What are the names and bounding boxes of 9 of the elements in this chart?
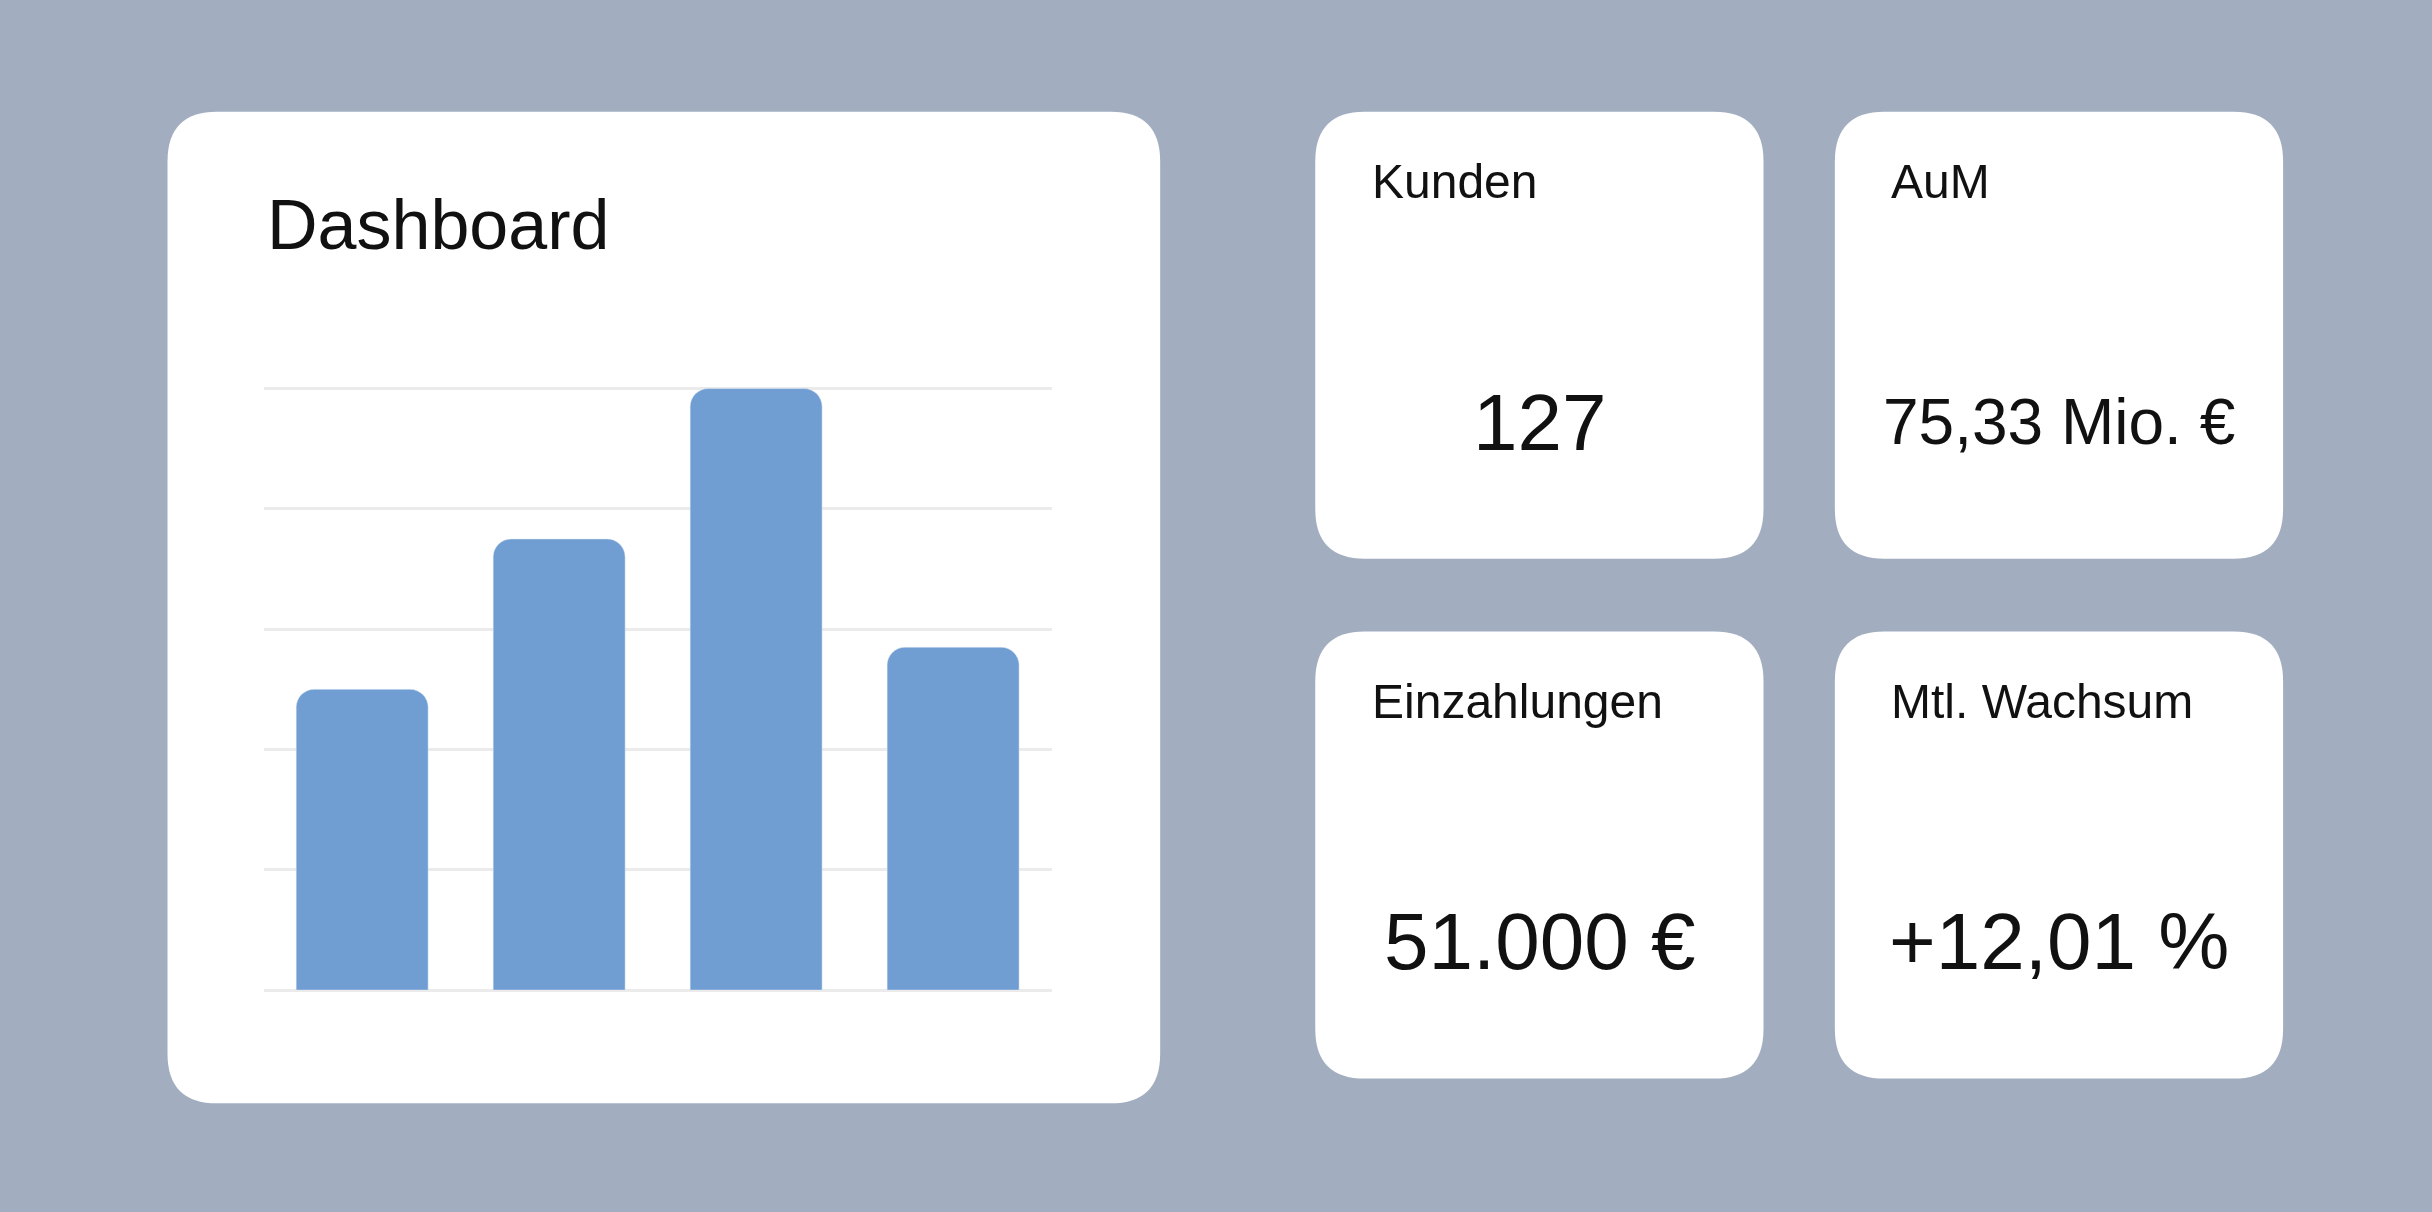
text: AuM	[1891, 155, 1990, 208]
text: Mtl. Wachsum	[1891, 675, 2194, 728]
text: +12,01 %	[1889, 897, 2230, 986]
text: Kunden	[1372, 155, 1538, 208]
text: 127	[1473, 378, 1607, 467]
chart-title: Dashboard	[267, 186, 610, 264]
text: 51.000 €	[1384, 897, 1696, 986]
text: 75,33 Mio. €	[1883, 386, 2236, 458]
text: Einzahlungen	[1372, 675, 1663, 728]
